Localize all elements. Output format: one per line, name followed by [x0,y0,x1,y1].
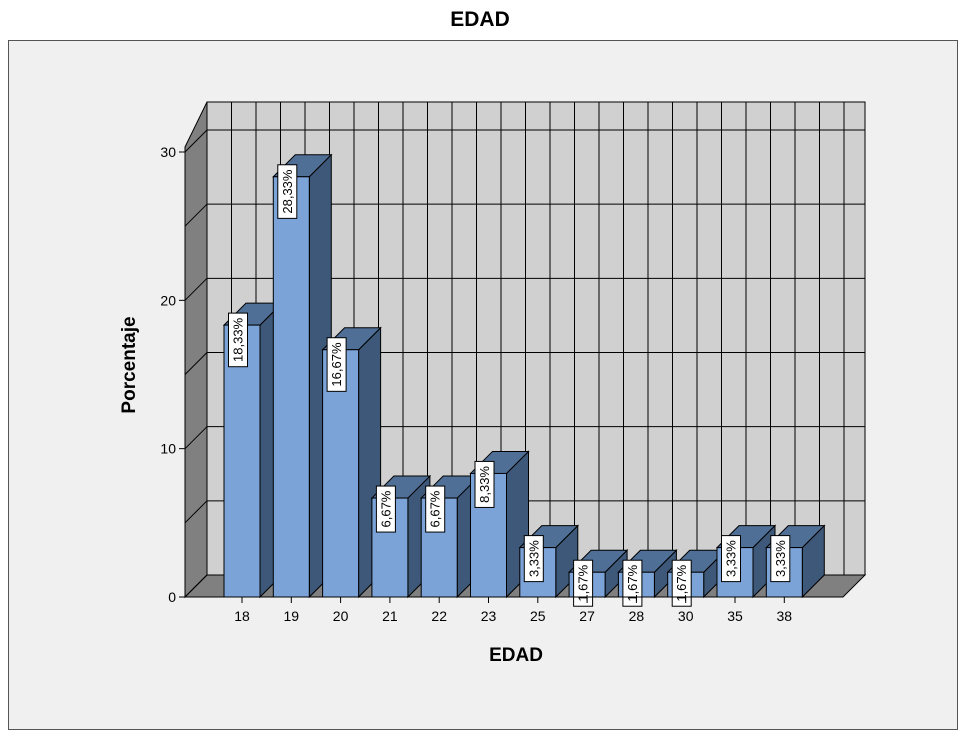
data-label-box: 1,67% [573,559,594,607]
data-label-box: 3,33% [770,535,791,583]
data-label-bg [375,485,396,533]
x-tick-label: 25 [530,608,546,624]
x-tick-label: 30 [678,608,694,624]
data-label-box: 1,67% [622,559,643,607]
data-label: 1,67% [576,564,591,601]
x-tick-label: 27 [579,608,595,624]
side-gridline [184,277,208,301]
side-wall [184,101,208,599]
data-label-bg [277,164,298,219]
data-label-box: 6,67% [425,485,446,533]
data-label: 3,33% [724,540,739,577]
data-label-box: 6,67% [375,485,396,533]
data-label-bg [622,559,643,607]
data-label: 16,67% [329,342,344,387]
bar-group: 28,33% [272,153,333,599]
y-tick-label: 10 [160,441,176,457]
bar-group: 1,67% [567,549,629,607]
x-tick-label: 38 [777,608,793,624]
bar-group: 1,67% [666,549,727,607]
data-label-box: 8,33% [474,460,495,508]
x-axis: 18 19 20 21 22 23 25 27 28 30 35 38 [185,596,843,624]
data-label: 6,67% [428,490,443,527]
data-label-bg [770,535,791,583]
data-label-bg [474,460,495,508]
data-label: 28,33% [280,169,295,214]
side-gridline [184,500,208,524]
y-axis: 0 10 20 30 [160,144,186,605]
bar-group: 3,33% [518,524,580,599]
data-label: 8,33% [477,466,492,503]
data-label: 6,67% [378,490,393,527]
y-tick-label: 30 [160,144,176,160]
data-label-box: 28,33% [277,164,298,219]
data-label-box: 3,33% [721,535,741,583]
data-label-bg [228,312,248,368]
data-label-bg [671,559,692,607]
data-label-bg [573,559,594,607]
x-tick-label: 18 [234,608,250,624]
x-tick-label: 22 [431,608,447,624]
data-label-box: 18,33% [228,312,248,368]
y-tick-label: 20 [160,292,176,308]
data-label-bg [721,535,741,583]
x-tick-label: 28 [629,608,645,624]
data-label-bg [523,535,544,583]
data-label-bg [425,485,446,533]
side-gridline [184,426,208,450]
x-tick-label: 19 [284,608,300,624]
side-gridline [184,352,208,375]
data-label: 3,33% [526,540,541,577]
bar [272,176,310,598]
data-label-box: 16,67% [326,337,347,392]
data-label-box: 1,67% [671,559,692,607]
bar-group: 16,67% [321,326,382,599]
data-label-box: 3,33% [523,535,544,583]
y-axis-label: Porcentaje [119,316,140,413]
side-gridline [184,203,208,227]
x-tick-label: 35 [727,608,743,624]
side-gridline [184,574,208,598]
x-tick-label: 23 [481,608,497,624]
x-tick-label: 20 [333,608,349,624]
bar-group: 3,33% [765,524,826,599]
data-label: 18,33% [231,317,246,362]
side-gridline [184,129,208,153]
data-label: 1,67% [625,564,640,601]
data-label: 3,33% [773,540,788,577]
bar-group: 18,33% [222,301,284,599]
y-tick-label: 0 [168,589,176,605]
data-label: 1,67% [674,564,689,601]
chart-title: EDAD [450,8,510,31]
x-tick-label: 21 [382,608,398,624]
data-label-bg [326,337,347,392]
bar [223,324,261,598]
x-axis-label: EDAD [489,645,543,666]
